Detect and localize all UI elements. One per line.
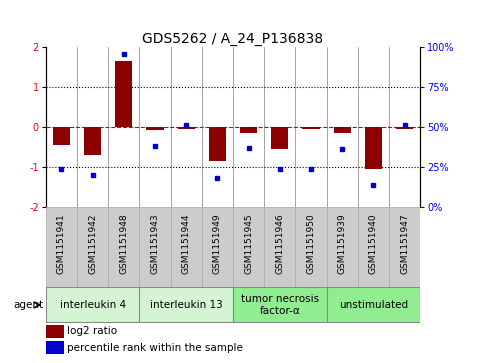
Bar [264,207,296,287]
Text: GSM1151941: GSM1151941 [57,213,66,274]
Text: GSM1151945: GSM1151945 [244,213,253,274]
Bar [233,287,327,322]
Bar [146,127,164,130]
Bar [334,127,351,133]
Bar [365,127,382,169]
Text: GSM1151946: GSM1151946 [275,213,284,274]
Text: GSM1151944: GSM1151944 [182,213,191,274]
Bar [358,207,389,287]
Bar [233,207,264,287]
Text: interleukin 4: interleukin 4 [59,300,126,310]
Bar [46,287,140,322]
Bar [209,127,226,161]
Text: GSM1151950: GSM1151950 [307,213,315,274]
Bar [327,207,358,287]
Text: GSM1151947: GSM1151947 [400,213,409,274]
Bar [202,207,233,287]
Text: GSM1151942: GSM1151942 [88,213,97,274]
Bar [115,61,132,127]
Text: unstimulated: unstimulated [339,300,408,310]
Bar [46,207,77,287]
Bar [396,127,413,129]
Text: GSM1151943: GSM1151943 [151,213,159,274]
Text: percentile rank within the sample: percentile rank within the sample [67,343,243,352]
Title: GDS5262 / A_24_P136838: GDS5262 / A_24_P136838 [142,32,324,46]
Bar [46,325,64,338]
Bar [389,207,420,287]
Bar [84,127,101,155]
Bar [302,127,320,129]
Text: GSM1151949: GSM1151949 [213,213,222,274]
Bar [240,127,257,133]
Bar [108,207,140,287]
Text: GSM1151948: GSM1151948 [119,213,128,274]
Bar [53,127,70,145]
Bar [170,207,202,287]
Text: GSM1151940: GSM1151940 [369,213,378,274]
Bar [77,207,108,287]
Text: agent: agent [14,300,43,310]
Bar [140,287,233,322]
Bar [140,207,170,287]
Bar [271,127,288,149]
Bar [296,207,327,287]
Bar [178,127,195,129]
Text: log2 ratio: log2 ratio [67,326,117,336]
Text: interleukin 13: interleukin 13 [150,300,223,310]
Bar [327,287,420,322]
Bar [46,341,64,354]
Text: tumor necrosis
factor-α: tumor necrosis factor-α [241,294,319,316]
Text: GSM1151939: GSM1151939 [338,213,347,274]
